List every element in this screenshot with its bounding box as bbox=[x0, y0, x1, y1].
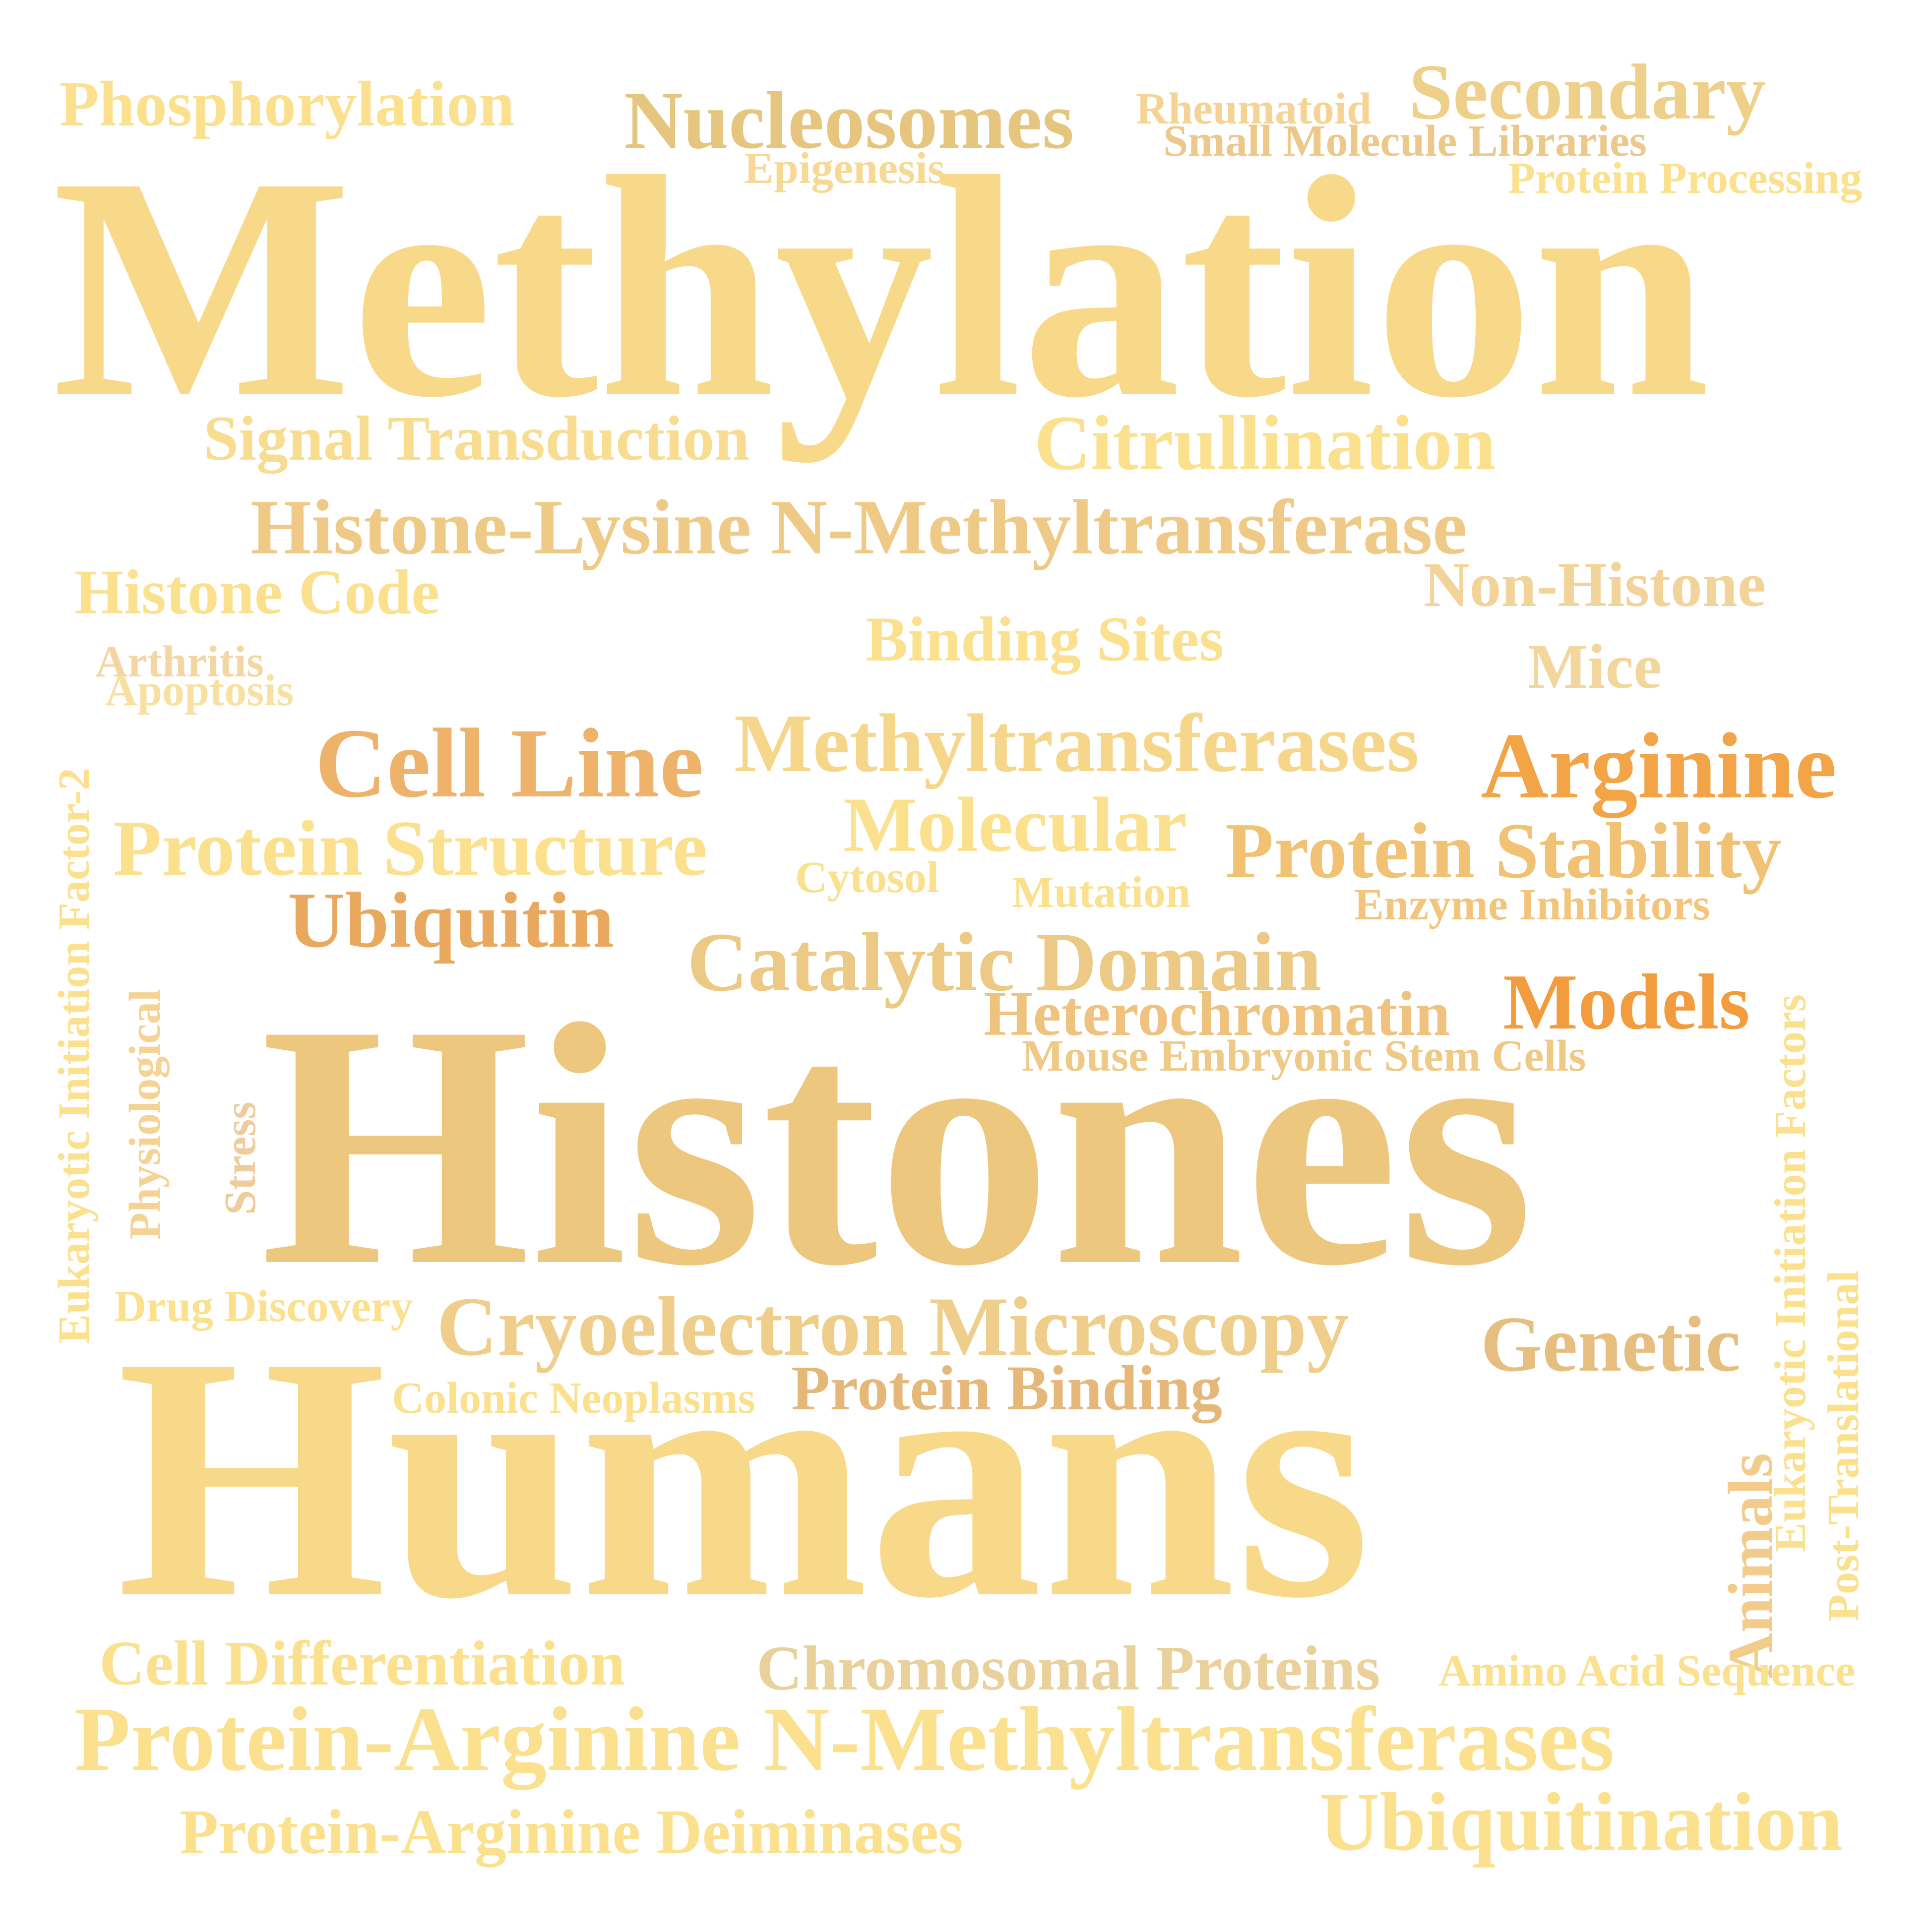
word-eukaryotic-initiation-factor-2: Eukaryotic Initiation Factor-2 bbox=[50, 768, 99, 1344]
word-amino-acid-sequence: Amino Acid Sequence bbox=[1438, 1646, 1856, 1695]
word-rheumatoid: Rheumatoid bbox=[1136, 84, 1372, 133]
word-ubiquitin: Ubiquitin bbox=[288, 876, 615, 964]
word-drug-discovery: Drug Discovery bbox=[114, 1282, 413, 1331]
word-arginine: Arginine bbox=[1481, 714, 1837, 818]
word-protein-structure: Protein Structure bbox=[113, 804, 708, 892]
word-stress: Stress bbox=[216, 1101, 265, 1215]
word-heterochromatin: Heterochromatin bbox=[984, 978, 1450, 1049]
word-cell-differentiation: Cell Differentiation bbox=[99, 1628, 625, 1698]
word-genetic: Genetic bbox=[1481, 1300, 1741, 1388]
word-methyltransferases: Methyltransferases bbox=[734, 697, 1419, 789]
word-animals: Animals bbox=[1715, 1452, 1786, 1679]
word-enzyme-inhibitors: Enzyme Inhibitors bbox=[1354, 880, 1710, 929]
word-cytosol: Cytosol bbox=[795, 853, 939, 902]
word-cell-line: Cell Line bbox=[315, 709, 704, 818]
word-chromosomal-proteins: Chromosomal Proteins bbox=[756, 1633, 1380, 1703]
word-ubiquitination: Ubiquitination bbox=[1319, 1776, 1843, 1868]
word-physiological: Physiological bbox=[121, 989, 170, 1240]
word-phosphorylation: Phosphorylation bbox=[60, 68, 515, 140]
word-post-translational: Post-Translational bbox=[1819, 1270, 1868, 1622]
word-non-histone: Non-Histone bbox=[1424, 549, 1766, 620]
word-signal-transduction: Signal Transduction bbox=[203, 403, 750, 474]
word-epigenesis: Epigenesis bbox=[744, 144, 945, 193]
word-protein-processing: Protein Processing bbox=[1508, 154, 1863, 203]
word-protein-stability: Protein Stability bbox=[1225, 806, 1782, 895]
word-histone-code: Histone Code bbox=[74, 557, 439, 627]
word-protein-arginine-n-methyltransferases: Protein-Arginine N-Methyltransferases bbox=[74, 1689, 1615, 1790]
word-apoptosis: Apoptosis bbox=[105, 666, 294, 715]
word-histones: Histones bbox=[260, 953, 1534, 1337]
word-binding-sites: Binding Sites bbox=[866, 604, 1224, 674]
word-models: Models bbox=[1503, 958, 1750, 1046]
word-humans: Humans bbox=[117, 1285, 1371, 1670]
word-cryoelectron-microscopy: Cryoelectron Microscopy bbox=[436, 1280, 1349, 1373]
word-protein-arginine-deiminases: Protein-Arginine Deiminases bbox=[180, 1797, 963, 1867]
word-molecular: Molecular bbox=[843, 782, 1187, 868]
word-secondary: Secondary bbox=[1409, 48, 1766, 136]
word-mouse-embryonic-stem-cells: Mouse Embryonic Stem Cells bbox=[1022, 1031, 1586, 1081]
word-histone-lysine: Histone-Lysine N-Methyltransferase bbox=[250, 484, 1468, 571]
word-colonic-neoplasms: Colonic Neoplasms bbox=[392, 1374, 755, 1423]
word-mice: Mice bbox=[1528, 631, 1662, 702]
word-arthritis: Arthritis bbox=[95, 637, 264, 686]
word-methylation: Methylation bbox=[52, 112, 1710, 463]
word-small-molecule-libraries: Small Molecule Libraries bbox=[1163, 117, 1647, 166]
word-mutation: Mutation bbox=[1012, 868, 1190, 917]
word-citrullination: Citrullination bbox=[1034, 400, 1496, 486]
word-protein-binding: Protein Binding bbox=[791, 1353, 1222, 1423]
word-nucleosomes: Nucleosomes bbox=[624, 75, 1074, 166]
word-catalytic-domain: Catalytic Domain bbox=[687, 915, 1322, 1009]
